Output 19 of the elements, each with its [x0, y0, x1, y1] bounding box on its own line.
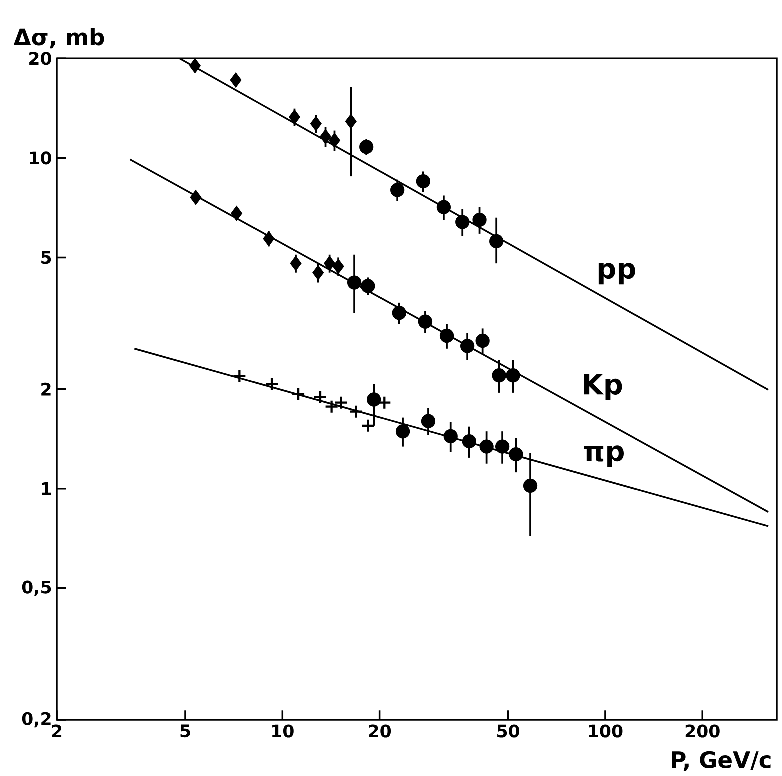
x-tick-label: 200 — [686, 724, 720, 738]
y-tick-label: 0,2 — [22, 712, 51, 728]
y-tick-label: 1 — [42, 482, 52, 496]
x-tick-label: 20 — [369, 724, 392, 738]
y-tick-label: 10 — [30, 152, 52, 165]
x-tick-label: 2 — [52, 724, 62, 738]
series-label: pp — [598, 263, 636, 285]
y-tick-label: 5 — [42, 251, 52, 264]
y-tick-label: 2 — [42, 382, 51, 396]
x-tick-label: 100 — [589, 724, 623, 738]
x-axis-title: P, GeV/c — [672, 751, 771, 772]
y-axis-title: Δσ, mb — [14, 28, 104, 49]
x-tick-label: 10 — [272, 724, 294, 738]
y-tick-label: 20 — [30, 52, 52, 66]
series-label: πp — [584, 446, 624, 468]
series-label: Kp — [584, 374, 622, 400]
y-tick-label: 0,5 — [22, 580, 52, 596]
x-tick-label: 5 — [180, 724, 190, 738]
x-tick-label: 50 — [498, 724, 520, 738]
